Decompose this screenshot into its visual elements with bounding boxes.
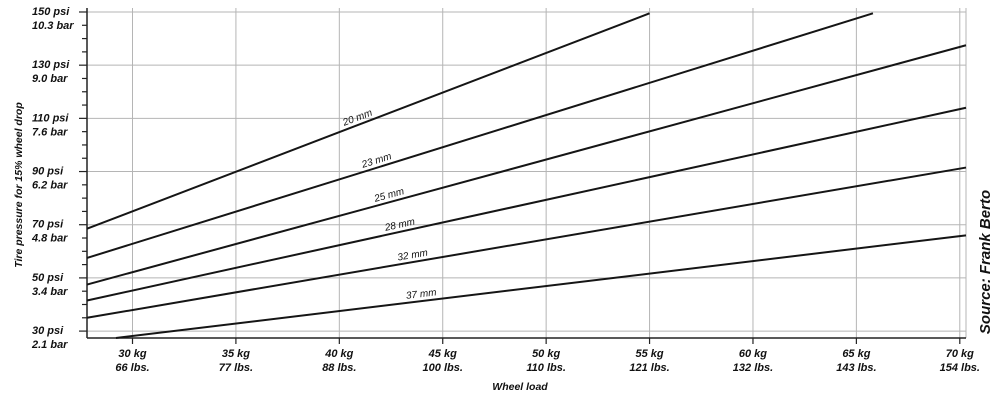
- x-tick-label-lbs: 66 lbs.: [115, 362, 149, 374]
- series-line: [86, 44, 967, 286]
- series-label: 37 mm: [405, 287, 437, 302]
- y-tick-label-bar: 2.1 bar: [31, 339, 68, 351]
- x-tick-label-kg: 70 kg: [946, 348, 974, 360]
- y-tick-label-psi: 110 psi: [32, 112, 69, 124]
- tick-labels: 30 kg 66 lbs. 35 kg 77 lbs. 40 kg 88 lbs. 45 k…: [31, 6, 980, 374]
- x-tick-label-kg: 45 kg: [428, 348, 457, 360]
- y-tick-label-bar: 3.4 bar: [32, 286, 68, 298]
- y-tick-label-bar: 6.2 bar: [32, 180, 68, 192]
- x-tick-label-lbs: 100 lbs.: [423, 362, 463, 374]
- y-tick-label-bar: 10.3 bar: [32, 20, 74, 32]
- series-line: [86, 106, 967, 302]
- y-tick-label-bar: 9.0 bar: [32, 73, 68, 85]
- y-tick-label-psi: 30 psi: [32, 325, 64, 337]
- series-line: [86, 166, 967, 319]
- y-tick-label-psi: 90 psi: [32, 166, 64, 178]
- y-axis-title: Tire pressure for 15% wheel drop: [13, 102, 25, 268]
- x-axis-title: Wheel load: [492, 381, 548, 393]
- x-tick-label-lbs: 154 lbs.: [940, 362, 980, 374]
- y-tick-label-bar: 7.6 bar: [32, 126, 68, 138]
- x-tick-label-lbs: 77 lbs.: [219, 362, 253, 374]
- y-tick-label-psi: 50 psi: [32, 272, 64, 284]
- x-tick-label-kg: 30 kg: [118, 348, 146, 360]
- series-line: [86, 12, 874, 259]
- x-tick-label-lbs: 143 lbs.: [836, 362, 876, 374]
- source-credit: Source: Frank Berto: [977, 190, 994, 334]
- x-tick-label-lbs: 121 lbs.: [629, 362, 669, 374]
- x-tick-label-kg: 60 kg: [739, 348, 767, 360]
- grid: [87, 8, 967, 338]
- x-tick-label-kg: 50 kg: [532, 348, 560, 360]
- x-tick-label-lbs: 110 lbs.: [526, 362, 566, 374]
- x-tick-label-kg: 65 kg: [842, 348, 870, 360]
- y-tick-label-psi: 70 psi: [32, 219, 64, 231]
- series-line: [115, 234, 967, 339]
- y-tick-label-psi: 130 psi: [32, 59, 70, 71]
- x-tick-label-lbs: 88 lbs.: [322, 362, 356, 374]
- x-tick-label-kg: 35 kg: [222, 348, 250, 360]
- series-label: 32 mm: [397, 248, 429, 264]
- x-tick-label-kg: 40 kg: [324, 348, 353, 360]
- x-tick-label-lbs: 132 lbs.: [733, 362, 773, 374]
- axes: [79, 8, 966, 344]
- y-tick-label-bar: 4.8 bar: [31, 233, 68, 245]
- y-tick-label-psi: 150 psi: [32, 6, 70, 18]
- x-tick-label-kg: 55 kg: [635, 348, 663, 360]
- series-line: [86, 12, 650, 230]
